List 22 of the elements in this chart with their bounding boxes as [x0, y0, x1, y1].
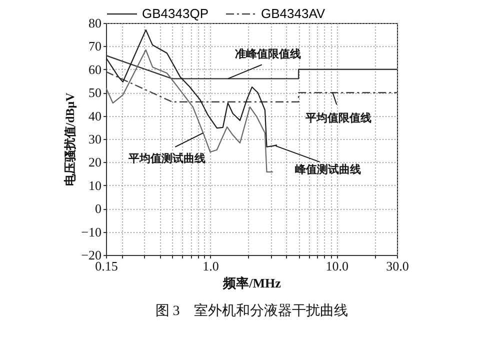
y-tick-label: 80 — [88, 16, 102, 30]
y-tick-label: 30 — [88, 132, 102, 146]
y-tick-label: 20 — [88, 154, 102, 170]
annotation: 平均值测试曲线 — [128, 152, 206, 165]
y-tick-label: 0 — [95, 201, 102, 216]
annotation: 准峰值限值线 — [234, 48, 301, 61]
y-tick-label: 10 — [88, 178, 102, 193]
legend-label: GB4343QP — [142, 6, 208, 21]
y-axis-title: 电压骚扰值/dBμV — [63, 92, 78, 186]
x-axis-title: 频率/MHz — [222, 276, 282, 290]
y-tick-label: 60 — [88, 62, 102, 77]
x-tick-label: 30.0 — [386, 258, 409, 274]
text: 图 3 室外机和分液器干扰曲线 — [155, 303, 348, 319]
annotation: 平均值限值线 — [304, 112, 372, 125]
x-tick-label: 10.0 — [326, 258, 349, 274]
y-tick-label: 40 — [88, 108, 102, 124]
x-tick-label: 1.0 — [202, 258, 219, 274]
y-tick-label: 70 — [88, 38, 102, 54]
y-tick-label: −10 — [81, 224, 102, 240]
y-tick-label: 50 — [88, 85, 102, 100]
annotation: 峰值测试曲线 — [294, 162, 361, 176]
legend-label: GB4343AV — [261, 6, 326, 21]
